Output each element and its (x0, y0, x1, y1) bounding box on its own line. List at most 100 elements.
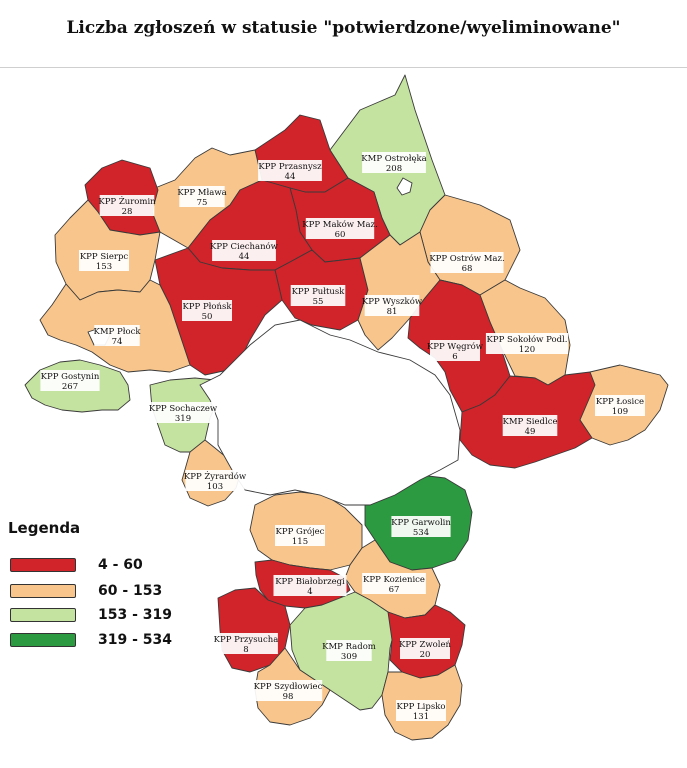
region-name: KPP Garwolin (391, 518, 451, 528)
region-value: 4 (307, 587, 312, 597)
title-divider (0, 67, 687, 68)
region-label-sokolow: KPP Sokołów Podl.120 (485, 333, 569, 355)
region-name: KPP Pułtusk (292, 287, 346, 297)
region-label-bg (305, 218, 375, 239)
region-label-bg (273, 575, 347, 596)
region-label-bg (182, 300, 232, 321)
region-label-bg (290, 285, 346, 306)
region-value: 115 (292, 537, 308, 547)
region-label-bg (485, 333, 569, 354)
region-value: 131 (413, 712, 429, 722)
region-value: 8 (243, 645, 248, 655)
region-value: 153 (96, 262, 112, 272)
legend-item-4: 319 - 534 (10, 631, 172, 649)
region-value: 50 (202, 312, 213, 322)
region-value: 109 (612, 407, 628, 417)
region-label-bg (258, 160, 322, 181)
region-name: KPP Grójec (276, 526, 325, 537)
region-name: KPP Łosice (596, 397, 644, 407)
region-value: 67 (389, 585, 400, 595)
region-name: KPP Zwoleń (399, 639, 452, 650)
region-label-bg (185, 470, 245, 491)
region-label-bg (430, 252, 504, 273)
region-value: 44 (239, 252, 250, 262)
region-value: 319 (175, 414, 191, 424)
region-label-bg (275, 525, 325, 546)
region-label-bg (391, 516, 451, 537)
region-label-bg (362, 152, 426, 173)
region-name: KPP Płońsk (182, 301, 232, 312)
region-label-bg (214, 633, 278, 654)
region-name: KPP Węgrów (427, 341, 484, 352)
region-name: KPP Maków Maz. (302, 219, 377, 230)
region-value: 55 (313, 297, 324, 307)
region-value: 534 (413, 528, 429, 538)
map-title: Liczba zgłoszeń w statusie "potwierdzone… (66, 18, 621, 38)
region-label-bg (79, 250, 129, 271)
region-label-bg (253, 680, 323, 701)
region-label-bg (502, 415, 558, 436)
region-value: 20 (420, 650, 431, 660)
region-name: KMP Płock (94, 327, 142, 337)
legend-swatch-2 (10, 584, 76, 598)
region-value: 28 (122, 207, 133, 217)
region-label-makow: KPP Maków Maz.60 (302, 218, 378, 240)
map-hole-3 (199, 319, 461, 506)
region-value: 81 (387, 307, 398, 317)
region-name: KPP Białobrzegi (275, 577, 345, 587)
region-name: KPP Żyrardów (184, 470, 247, 482)
region-name: KPP Mława (177, 188, 226, 198)
region-value: 208 (386, 164, 402, 174)
legend-label-4: 319 - 534 (98, 632, 173, 648)
region-name: KMP Radom (322, 642, 376, 652)
region-label-bg (396, 700, 446, 721)
region-label-bg (326, 640, 372, 661)
region-name: KPP Ciechanów (210, 241, 279, 252)
region-value: 98 (283, 692, 294, 702)
region-label-bg (94, 325, 140, 346)
legend-item-1: 4 - 60 (10, 556, 143, 574)
legend-item-3: 153 - 319 (10, 606, 172, 624)
region-label-bg (179, 186, 225, 207)
region-value: 103 (207, 482, 223, 492)
region-name: KPP Przasnysz (258, 162, 322, 172)
region-label-bg (362, 573, 426, 594)
region-label-bg (212, 240, 276, 261)
region-name: KMP Ostrołęka (361, 154, 426, 164)
region-label-bg (151, 402, 215, 423)
region-name: KPP Przysucha (214, 635, 279, 645)
region-name: KPP Ostrów Maz. (429, 253, 504, 264)
region-value: 120 (519, 345, 535, 355)
region-value: 309 (341, 652, 357, 662)
legend-label-2: 60 - 153 (98, 583, 163, 599)
legend-item-2: 60 - 153 (10, 582, 162, 600)
region-value: 68 (462, 264, 473, 274)
region-label-bg (364, 295, 420, 316)
region-value: 44 (285, 172, 296, 182)
region-name: KPP Sokołów Podl. (487, 334, 568, 345)
region-name: KPP Żuromin (98, 195, 156, 207)
region-name: KPP Gostynin (41, 372, 100, 382)
region-value: 74 (112, 337, 123, 347)
legend-title: Legenda (8, 519, 81, 537)
region-label-bg (40, 370, 100, 391)
region-value: 60 (335, 230, 346, 240)
legend-swatch-3 (10, 608, 76, 622)
